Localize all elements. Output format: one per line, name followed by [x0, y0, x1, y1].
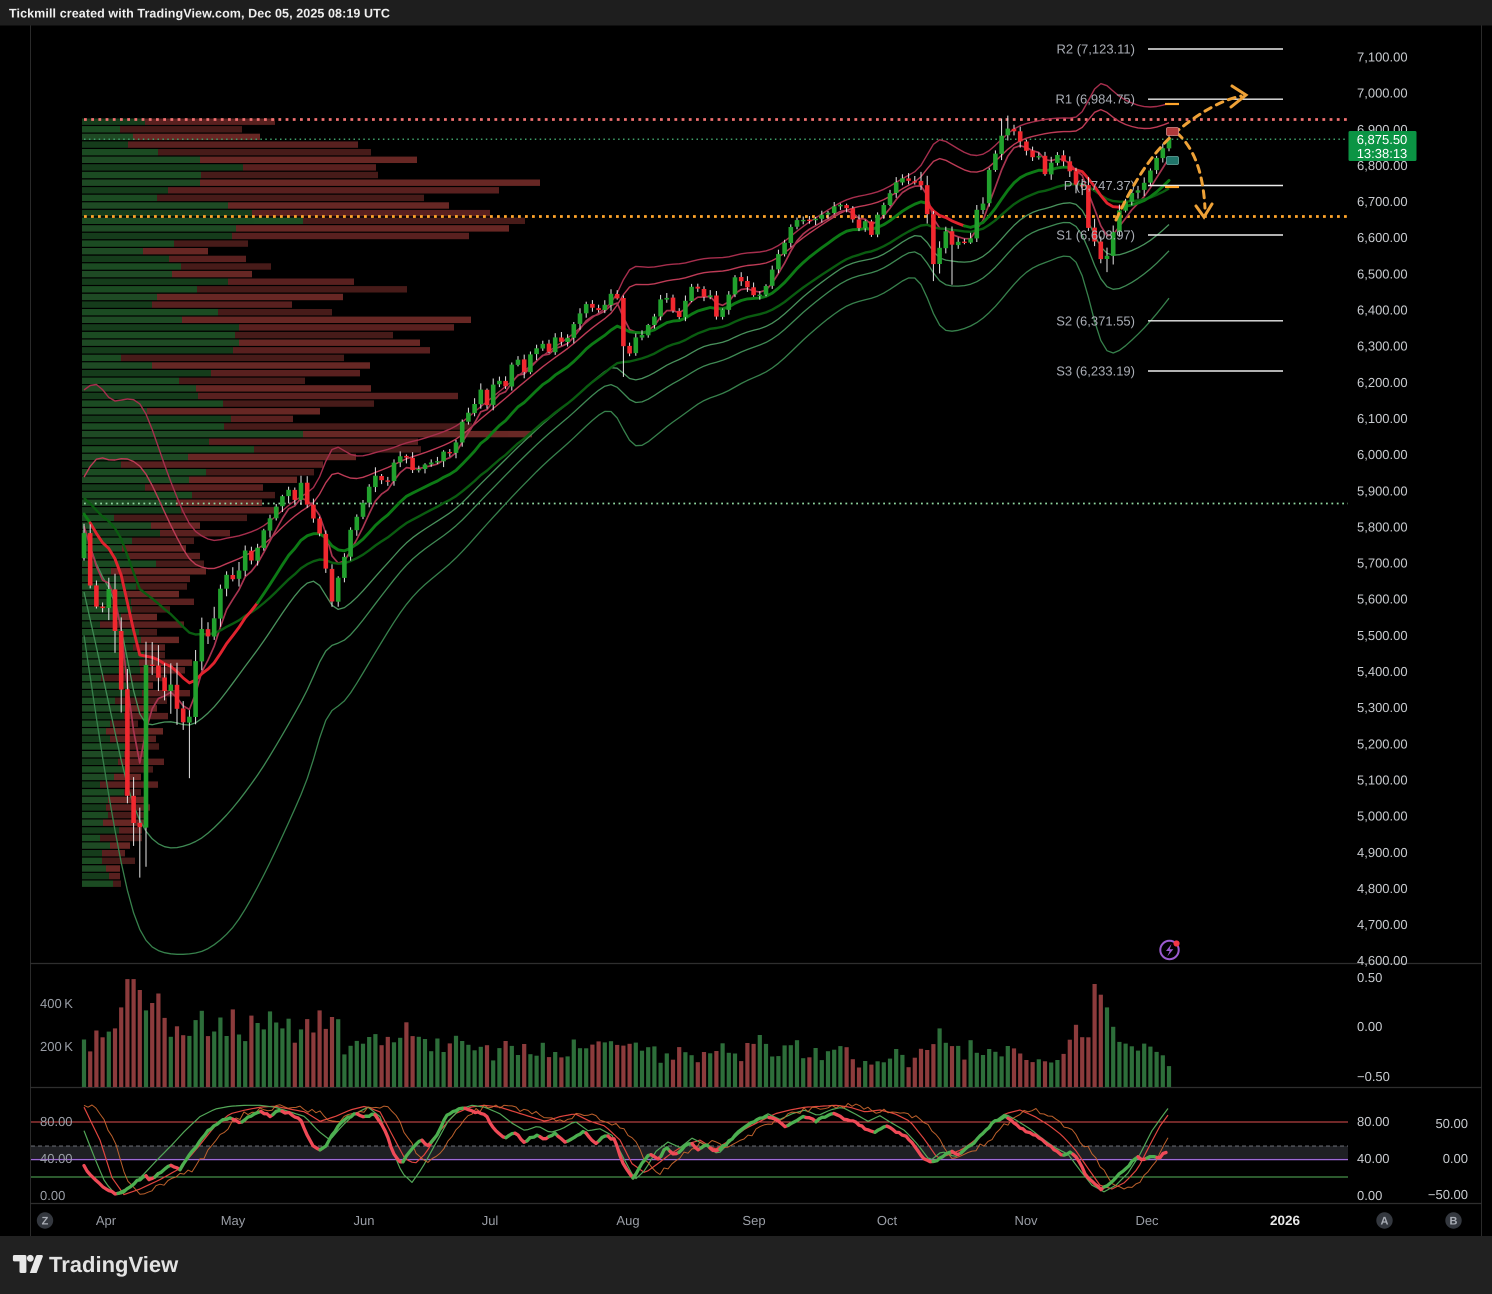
svg-text:−50.00: −50.00	[1428, 1187, 1468, 1202]
svg-text:Jun: Jun	[354, 1213, 375, 1228]
svg-text:Dec: Dec	[1135, 1213, 1159, 1228]
svg-text:Jul: Jul	[482, 1213, 499, 1228]
svg-text:6,600.00: 6,600.00	[1357, 230, 1408, 245]
svg-text:7,000.00: 7,000.00	[1357, 86, 1408, 101]
svg-text:Tickmill created with TradingV: Tickmill created with TradingView.com, D…	[9, 7, 390, 21]
svg-text:0.50: 0.50	[1357, 970, 1382, 985]
svg-text:May: May	[221, 1213, 246, 1228]
svg-text:Aug: Aug	[616, 1213, 639, 1228]
svg-text:7,100.00: 7,100.00	[1357, 50, 1408, 65]
svg-text:80.00: 80.00	[1357, 1114, 1390, 1129]
svg-text:0.00: 0.00	[1357, 1188, 1382, 1203]
svg-text:13:38:13: 13:38:13	[1357, 146, 1408, 161]
svg-text:5,700.00: 5,700.00	[1357, 556, 1408, 571]
svg-text:5,500.00: 5,500.00	[1357, 628, 1408, 643]
svg-text:R1 (6,984.75): R1 (6,984.75)	[1056, 92, 1136, 107]
svg-text:−0.50: −0.50	[1357, 1069, 1390, 1084]
svg-text:6,300.00: 6,300.00	[1357, 339, 1408, 354]
svg-text:6,400.00: 6,400.00	[1357, 303, 1408, 318]
svg-text:0.00: 0.00	[1357, 1019, 1382, 1034]
svg-text:6,100.00: 6,100.00	[1357, 411, 1408, 426]
svg-text:5,400.00: 5,400.00	[1357, 664, 1408, 679]
svg-text:S3 (6,233.19): S3 (6,233.19)	[1056, 364, 1135, 379]
svg-text:5,800.00: 5,800.00	[1357, 519, 1408, 534]
svg-text:R2 (7,123.11): R2 (7,123.11)	[1056, 42, 1135, 57]
svg-text:50.00: 50.00	[1435, 1116, 1468, 1131]
svg-text:5,100.00: 5,100.00	[1357, 773, 1408, 788]
svg-text:6,800.00: 6,800.00	[1357, 158, 1408, 173]
svg-text:0.00: 0.00	[1443, 1151, 1468, 1166]
svg-text:6,875.50: 6,875.50	[1357, 132, 1408, 147]
svg-text:B: B	[1450, 1216, 1458, 1228]
svg-text:5,600.00: 5,600.00	[1357, 592, 1408, 607]
svg-text:40.00: 40.00	[40, 1151, 73, 1166]
svg-text:80.00: 80.00	[40, 1114, 73, 1129]
svg-text:S1 (6,608.97): S1 (6,608.97)	[1056, 228, 1135, 243]
svg-text:5,200.00: 5,200.00	[1357, 736, 1408, 751]
svg-text:Z: Z	[42, 1216, 49, 1228]
svg-text:4,900.00: 4,900.00	[1357, 845, 1408, 860]
svg-text:4,700.00: 4,700.00	[1357, 917, 1408, 932]
svg-text:4,800.00: 4,800.00	[1357, 881, 1408, 896]
svg-text:6,500.00: 6,500.00	[1357, 266, 1408, 281]
svg-text:S2 (6,371.55): S2 (6,371.55)	[1056, 313, 1135, 328]
svg-text:5,300.00: 5,300.00	[1357, 700, 1408, 715]
svg-text:40.00: 40.00	[1357, 1151, 1390, 1166]
svg-text:200 K: 200 K	[40, 1039, 73, 1054]
svg-text:0.00: 0.00	[40, 1188, 65, 1203]
svg-text:Sep: Sep	[742, 1213, 765, 1228]
svg-text:Nov: Nov	[1014, 1213, 1038, 1228]
svg-text:400 K: 400 K	[40, 996, 73, 1011]
svg-text:TradingView: TradingView	[49, 1252, 179, 1277]
svg-text:6,000.00: 6,000.00	[1357, 447, 1408, 462]
svg-text:4,600.00: 4,600.00	[1357, 953, 1408, 968]
svg-text:P (6,747.37): P (6,747.37)	[1064, 178, 1135, 193]
svg-text:2026: 2026	[1270, 1213, 1301, 1228]
svg-text:5,000.00: 5,000.00	[1357, 809, 1408, 824]
svg-text:Apr: Apr	[96, 1213, 117, 1228]
svg-text:Oct: Oct	[877, 1213, 898, 1228]
svg-text:6,700.00: 6,700.00	[1357, 194, 1408, 209]
svg-text:5,900.00: 5,900.00	[1357, 483, 1408, 498]
svg-text:6,200.00: 6,200.00	[1357, 375, 1408, 390]
svg-text:A: A	[1381, 1216, 1389, 1228]
